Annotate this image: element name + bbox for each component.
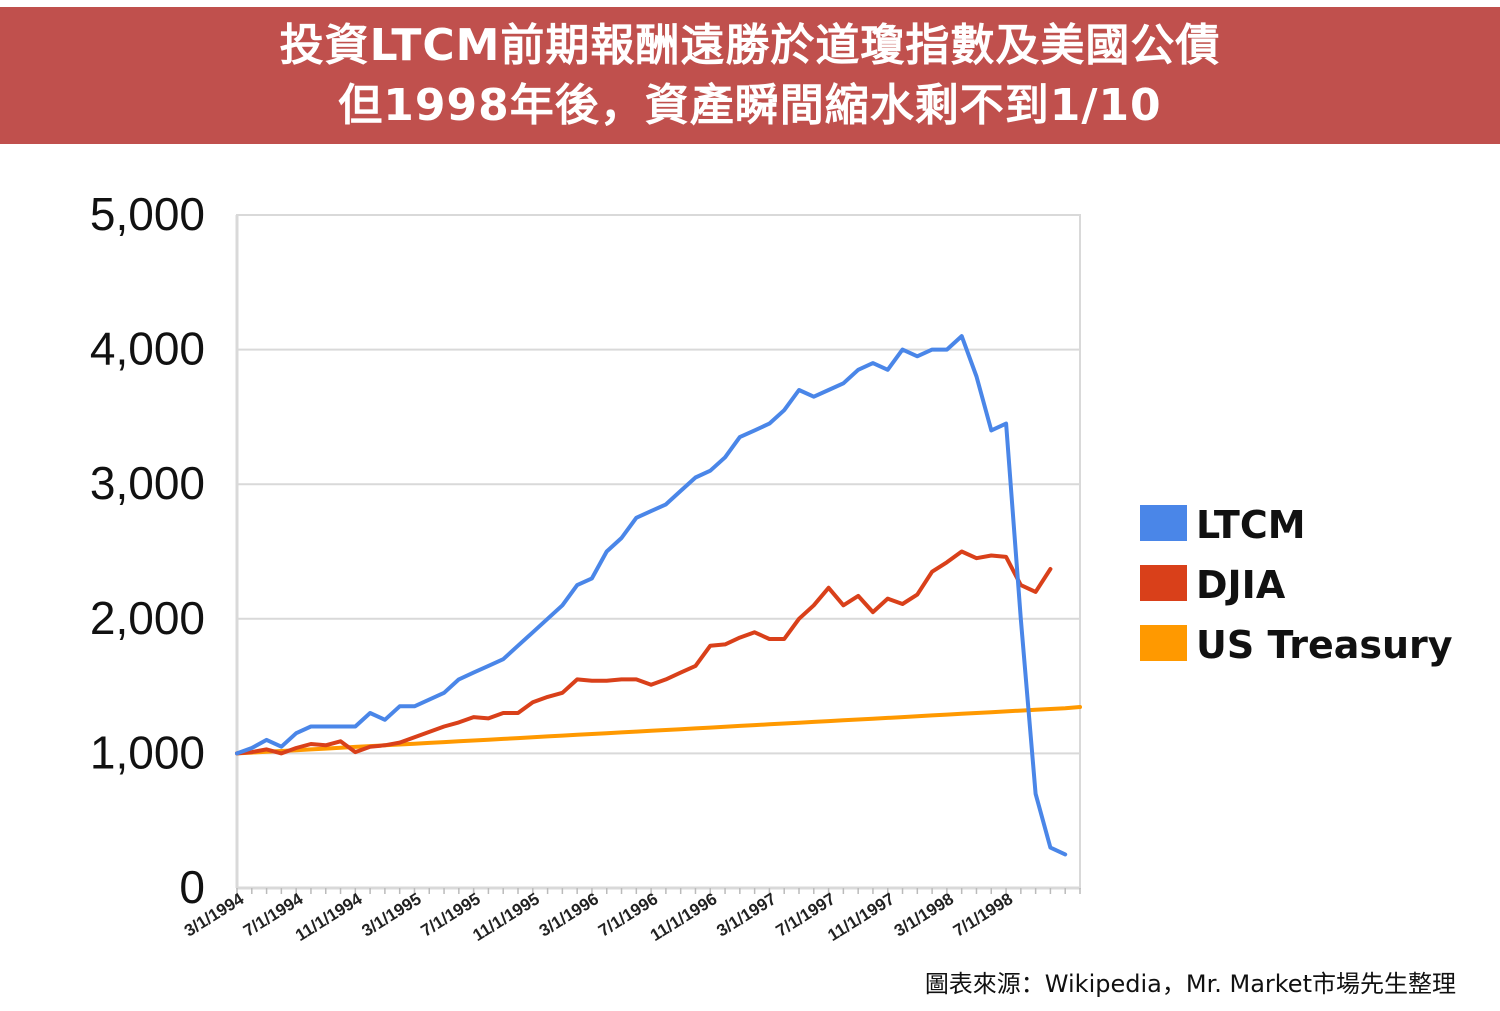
title-line-1: 投資LTCM前期報酬遠勝於道瓊指數及美國公債 — [279, 19, 1221, 71]
y-tick-label: 2,000 — [90, 592, 205, 644]
series-line-us-treasury — [235, 705, 1082, 756]
title-line-2: 但1998年後，資產瞬間縮水剩不到1/10 — [338, 79, 1162, 131]
chart-legend: LTCM DJIA US Treasury — [1140, 503, 1453, 667]
series-lines — [235, 334, 1082, 857]
y-axis-ticks: 0 1,000 2,000 3,000 4,000 5,000 — [90, 188, 205, 913]
line-chart: 0 1,000 2,000 3,000 4,000 5,000 3/1/19947/1/1… — [90, 188, 1453, 945]
plot-frame — [236, 214, 1081, 889]
y-tick-label: 3,000 — [90, 457, 205, 509]
series-line-ltcm — [235, 334, 1068, 857]
x-tick-label: 7/1/1998 — [950, 889, 1016, 940]
x-tick-label: 3/1/1995 — [358, 889, 424, 940]
y-tick-label: 4,000 — [90, 323, 205, 375]
legend-swatch-djia — [1140, 565, 1187, 601]
x-tick-label: 3/1/1997 — [713, 889, 779, 940]
x-tick-label: 3/1/1996 — [536, 889, 602, 940]
x-axis-ticks: 3/1/19947/1/199411/1/19943/1/19957/1/199… — [181, 889, 1016, 945]
legend-label-us-treasury: US Treasury — [1196, 623, 1453, 667]
chart-source: 圖表來源：Wikipedia，Mr. Market市場先生整理 — [924, 970, 1456, 998]
y-tick-label: 0 — [179, 861, 205, 913]
x-tick-label: 11/1/1996 — [647, 889, 720, 945]
x-tick-label: 11/1/1994 — [292, 889, 366, 945]
chart-grid — [235, 214, 1081, 894]
series-line-djia — [235, 549, 1053, 756]
y-tick-label: 5,000 — [90, 188, 205, 240]
legend-swatch-us-treasury — [1140, 625, 1187, 661]
x-tick-label: 11/1/1995 — [469, 889, 542, 945]
y-tick-label: 1,000 — [90, 726, 205, 778]
legend-label-ltcm: LTCM — [1196, 503, 1306, 547]
legend-label-djia: DJIA — [1196, 563, 1286, 607]
x-tick-label: 11/1/1997 — [824, 889, 897, 945]
x-tick-label: 3/1/1998 — [891, 889, 957, 940]
title-banner: 投資LTCM前期報酬遠勝於道瓊指數及美國公債 但1998年後，資產瞬間縮水剩不到… — [0, 7, 1500, 144]
legend-swatch-ltcm — [1140, 505, 1187, 541]
